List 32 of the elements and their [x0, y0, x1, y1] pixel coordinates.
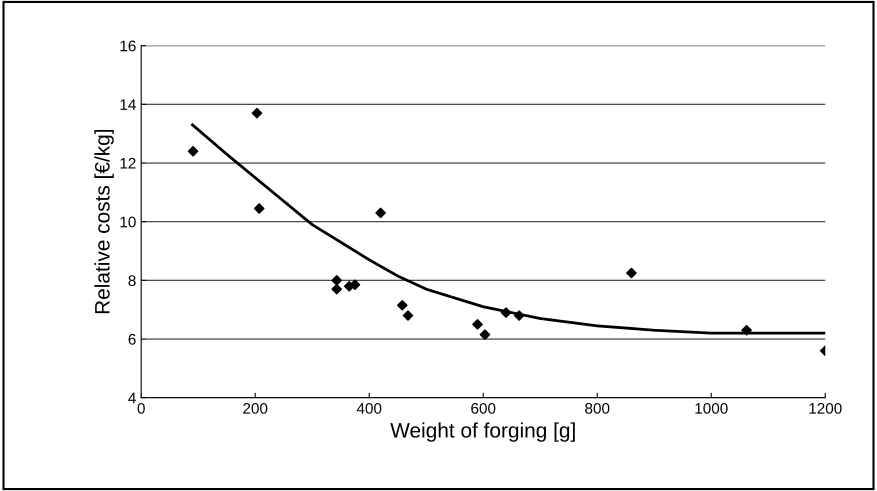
- point: [741, 324, 752, 336]
- y-tick-label: 6: [128, 334, 136, 345]
- point: [472, 319, 483, 330]
- point: [254, 203, 264, 214]
- x-tick-label: 800: [585, 402, 610, 414]
- x-tick-label: 0: [138, 402, 145, 414]
- y-tick-label: 10: [120, 216, 136, 228]
- point: [402, 310, 414, 321]
- y-tick-label: 4: [128, 392, 136, 404]
- y-tick-label: 16: [120, 40, 136, 52]
- point: [480, 329, 490, 340]
- y-tick-label: 8: [128, 275, 136, 286]
- point: [375, 208, 386, 218]
- x-axis-title: Weight of forging [g]: [390, 422, 575, 442]
- point: [331, 284, 342, 294]
- line-series: [191, 123, 826, 335]
- y-axis-title: Relative costs [€/kg]: [94, 130, 114, 314]
- x-tick-label: 1200: [809, 402, 842, 414]
- x-tick-label: 400: [356, 402, 382, 414]
- y-tick-label: 14: [120, 99, 136, 110]
- point: [350, 279, 360, 290]
- point: [514, 310, 524, 321]
- y-tick-label: 12: [120, 158, 136, 169]
- x-tick-label: 600: [471, 402, 496, 414]
- point: [252, 108, 262, 118]
- x-tick-label: 1000: [695, 402, 728, 414]
- point: [626, 268, 637, 278]
- point: [331, 275, 342, 286]
- point: [500, 307, 512, 318]
- point: [396, 300, 408, 311]
- x-tick-label: 200: [243, 402, 268, 414]
- point: [188, 146, 198, 157]
